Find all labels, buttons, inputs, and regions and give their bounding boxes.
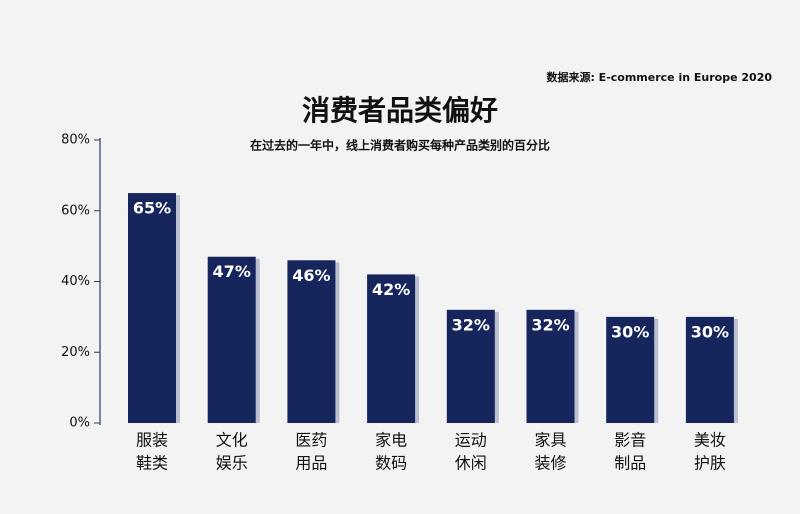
- bar-shadow: [653, 318, 659, 423]
- value-label: 42%: [372, 280, 410, 299]
- chart-title: 消费者品类偏好: [302, 94, 498, 127]
- bar-shadow: [732, 318, 738, 423]
- bar: [367, 274, 416, 423]
- x-tick-label: 鞋类: [136, 454, 168, 473]
- bar: [446, 309, 495, 423]
- y-tick-label: 80%: [61, 133, 90, 148]
- value-label: 32%: [531, 315, 569, 334]
- x-tick-label: 影音: [614, 431, 646, 450]
- x-tick-label: 制品: [614, 454, 646, 473]
- x-tick-label: 文化: [216, 431, 248, 450]
- bar: [287, 260, 336, 423]
- bar-shadow: [254, 258, 260, 423]
- x-tick-label: 装修: [534, 454, 566, 473]
- x-tick-label: 服装: [136, 431, 168, 450]
- chart-subtitle: 在过去的一年中，线上消费者购买每种产品类别的百分比: [250, 138, 550, 153]
- value-label: 30%: [611, 322, 649, 341]
- value-label: 65%: [133, 199, 171, 218]
- x-tick-label: 医药: [295, 431, 327, 450]
- bar: [685, 316, 734, 423]
- y-tick-label: 60%: [61, 203, 90, 218]
- y-tick-label: 0%: [69, 416, 90, 431]
- x-tick-label: 娱乐: [216, 454, 248, 473]
- value-label: 47%: [213, 262, 251, 281]
- value-label: 30%: [691, 322, 729, 341]
- x-tick-label: 用品: [295, 454, 327, 473]
- x-tick-label: 家电: [375, 431, 407, 450]
- x-tick-label: 运动: [455, 431, 487, 450]
- bar-shadow: [493, 311, 499, 423]
- x-tick-label: 护肤: [694, 454, 726, 473]
- bar: [606, 316, 655, 423]
- bar-shadow: [175, 195, 180, 423]
- bar-shadow: [414, 276, 420, 423]
- value-label: 32%: [452, 315, 490, 334]
- bar: [526, 309, 575, 423]
- y-tick-label: 40%: [61, 274, 90, 289]
- bar: [207, 256, 256, 423]
- bar-shadow: [334, 262, 340, 423]
- bar: [128, 193, 176, 423]
- x-tick-label: 休闲: [455, 454, 487, 473]
- value-label: 46%: [292, 266, 330, 285]
- x-tick-label: 家具: [534, 431, 566, 450]
- y-tick-label: 20%: [61, 345, 90, 360]
- x-tick-label: 数码: [375, 454, 407, 473]
- x-tick-label: 美妆: [694, 431, 726, 450]
- bar-shadow: [573, 311, 579, 423]
- source: 数据来源: E-commerce in Europe 2020: [546, 70, 772, 84]
